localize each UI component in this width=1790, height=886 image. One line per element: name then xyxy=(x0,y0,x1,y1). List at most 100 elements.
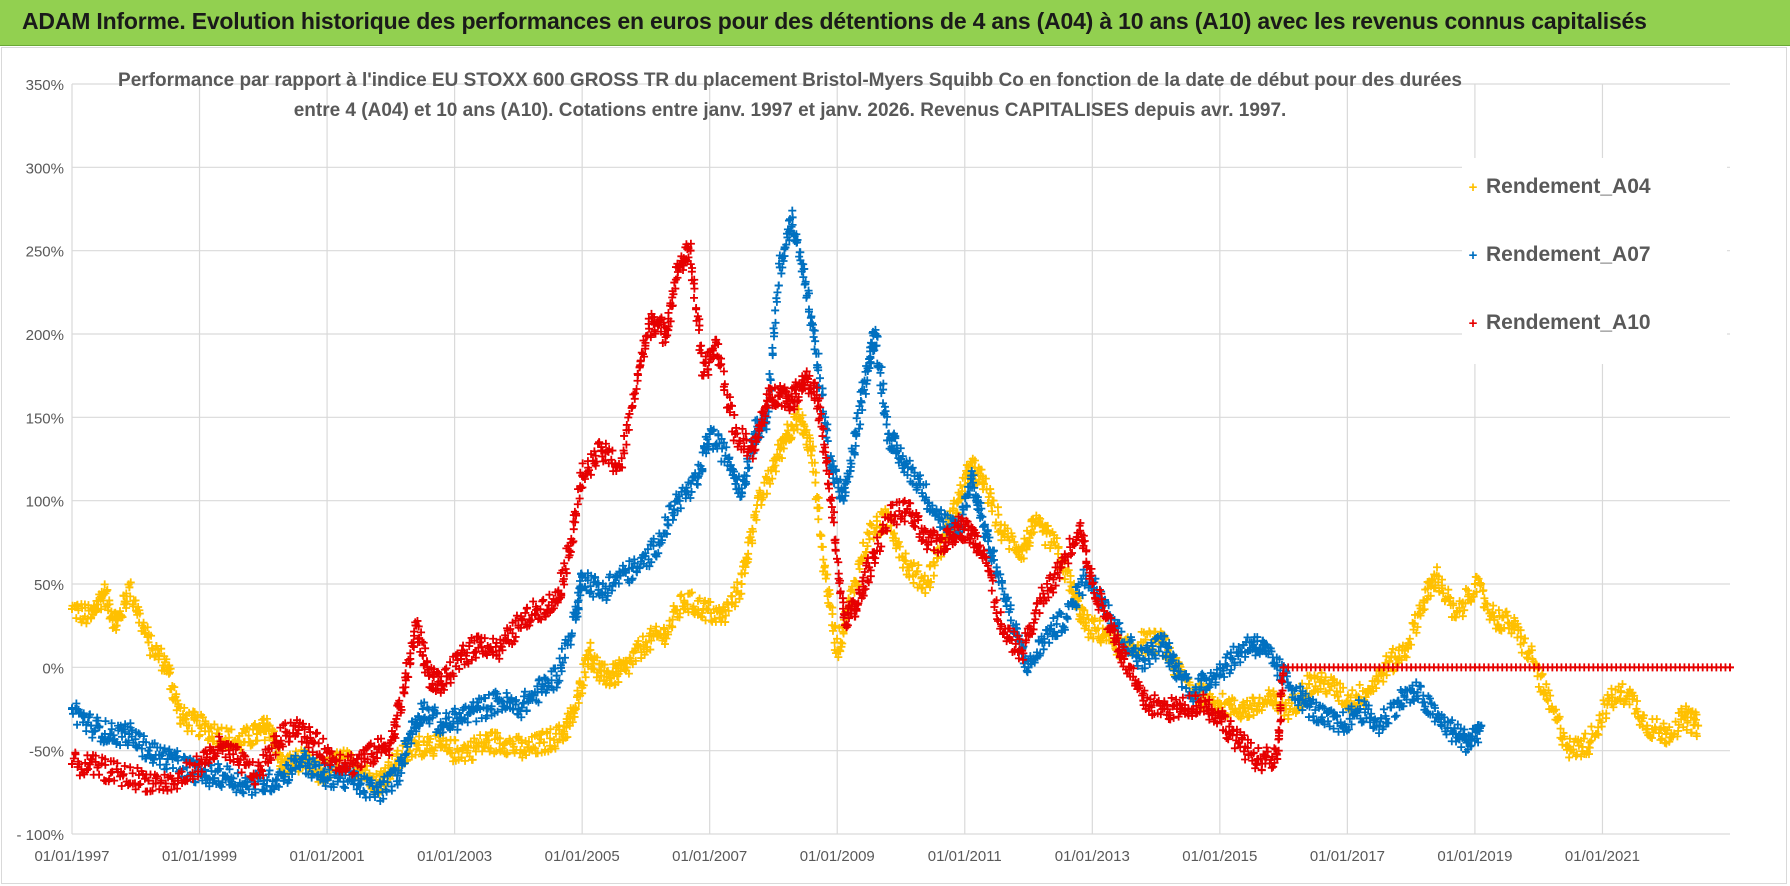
data-point xyxy=(305,755,314,764)
data-point xyxy=(811,478,820,487)
data-point xyxy=(445,743,454,752)
data-point xyxy=(1480,594,1489,603)
data-point xyxy=(589,592,598,601)
data-point xyxy=(847,459,856,468)
data-point xyxy=(646,645,655,654)
data-point xyxy=(180,703,189,712)
data-point xyxy=(1412,628,1421,637)
data-point xyxy=(748,527,757,536)
data-point xyxy=(566,640,575,649)
data-point xyxy=(1572,750,1581,759)
data-point xyxy=(508,737,517,746)
data-point xyxy=(793,425,802,434)
data-point xyxy=(470,734,479,743)
data-point xyxy=(1674,720,1683,729)
x-tick-label: 01/01/2013 xyxy=(1055,848,1130,865)
data-point xyxy=(103,585,112,594)
data-point xyxy=(112,621,121,630)
x-tick-label: 01/01/2007 xyxy=(672,848,747,865)
data-point xyxy=(926,577,935,586)
data-point xyxy=(120,727,129,736)
data-point xyxy=(1633,697,1642,706)
data-point xyxy=(660,640,669,649)
data-point xyxy=(573,500,582,509)
data-point xyxy=(478,747,487,756)
data-point xyxy=(580,668,589,677)
data-point xyxy=(818,432,827,441)
data-point xyxy=(135,730,144,739)
data-point xyxy=(172,752,181,761)
data-point xyxy=(846,466,855,475)
data-point xyxy=(1616,688,1625,697)
data-point xyxy=(1587,722,1596,731)
data-point xyxy=(811,468,820,477)
data-point xyxy=(1339,683,1348,692)
data-point xyxy=(581,673,590,682)
data-point xyxy=(693,480,702,489)
data-point xyxy=(1513,633,1522,642)
data-point xyxy=(621,568,630,577)
data-point xyxy=(762,489,771,498)
data-point xyxy=(157,644,166,653)
data-point xyxy=(796,248,805,257)
data-point xyxy=(782,240,791,249)
data-point xyxy=(1416,611,1425,620)
data-point xyxy=(755,486,764,495)
data-point xyxy=(280,772,289,781)
data-point xyxy=(227,725,236,734)
data-point xyxy=(1052,534,1061,543)
x-tick-label: 01/01/2015 xyxy=(1182,848,1257,865)
data-point xyxy=(117,782,126,791)
data-point xyxy=(407,739,416,748)
data-point xyxy=(271,776,280,785)
data-point xyxy=(825,484,834,493)
data-point xyxy=(817,531,826,540)
data-point xyxy=(838,639,847,648)
data-point xyxy=(1608,693,1617,702)
data-point xyxy=(766,479,775,488)
data-point xyxy=(1336,687,1345,696)
data-point xyxy=(300,747,309,756)
data-point xyxy=(538,597,547,606)
data-point xyxy=(773,288,782,297)
data-point xyxy=(569,525,578,534)
data-point xyxy=(1041,541,1050,550)
data-point xyxy=(126,592,135,601)
data-point xyxy=(1405,634,1414,643)
data-point xyxy=(210,720,219,729)
data-point xyxy=(1519,638,1528,647)
data-point xyxy=(1563,741,1572,750)
data-point xyxy=(486,744,495,753)
data-point xyxy=(1444,585,1453,594)
data-point xyxy=(839,629,848,638)
data-point xyxy=(819,555,828,564)
data-point xyxy=(411,750,420,759)
data-point xyxy=(833,634,842,643)
data-point xyxy=(341,783,350,792)
data-point xyxy=(695,594,704,603)
x-tick-label: 01/01/2009 xyxy=(800,848,875,865)
data-point xyxy=(415,732,424,741)
data-point xyxy=(1438,575,1447,584)
data-point xyxy=(614,678,623,687)
data-point xyxy=(284,776,293,785)
data-point xyxy=(1060,575,1069,584)
data-point xyxy=(125,583,134,592)
data-point xyxy=(668,623,677,632)
data-point xyxy=(1081,621,1090,630)
data-point xyxy=(810,326,819,335)
data-point xyxy=(909,578,918,587)
data-point xyxy=(522,751,531,760)
data-point xyxy=(778,263,787,272)
data-point xyxy=(168,764,177,773)
data-point xyxy=(260,736,269,745)
data-point xyxy=(214,777,223,786)
data-point xyxy=(775,445,784,454)
data-point xyxy=(647,636,656,645)
data-point xyxy=(325,773,334,782)
data-point xyxy=(238,788,247,797)
data-point xyxy=(319,734,328,743)
data-point xyxy=(1634,712,1643,721)
y-tick-label: 100% xyxy=(26,494,64,511)
data-point xyxy=(802,425,811,434)
